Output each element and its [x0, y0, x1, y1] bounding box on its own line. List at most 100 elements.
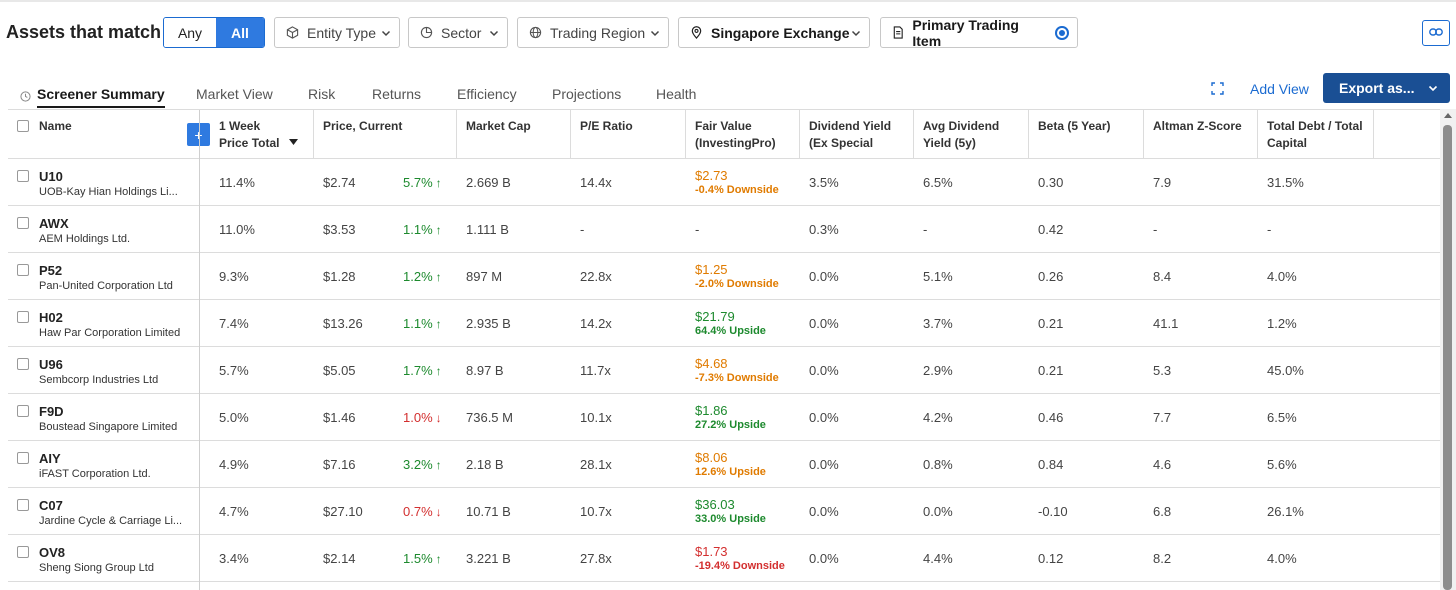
price-change: 1.1% ↑ — [403, 316, 442, 331]
export-button[interactable]: Export as... — [1323, 73, 1450, 103]
tab-returns[interactable]: Returns — [372, 86, 422, 102]
table-row[interactable]: AWX AEM Holdings Ltd. 11.0% $3.53 1.1% ↑ … — [8, 206, 1440, 253]
ticker-symbol[interactable]: AWX — [39, 216, 69, 231]
price-current: $3.53 — [323, 222, 356, 237]
table-row[interactable]: F9D Boustead Singapore Limited 5.0% $1.4… — [8, 394, 1440, 441]
arrow-down-icon: ↓ — [435, 505, 442, 519]
beta: -0.10 — [1038, 504, 1068, 519]
col-price-header[interactable]: Price, Current — [323, 119, 403, 133]
ticker-symbol[interactable]: F9D — [39, 404, 64, 419]
fair-value-note: -2.0% Downside — [695, 278, 779, 290]
row-checkbox[interactable] — [17, 311, 29, 323]
col-divider — [1257, 110, 1258, 159]
dividend-yield: 0.0% — [809, 410, 839, 425]
view-tabs: Screener Summary Market View Risk Return… — [0, 80, 1456, 110]
add-view-link[interactable]: Add View — [1250, 81, 1309, 97]
map-pin-icon — [689, 26, 703, 40]
market-cap: 2.669 B — [466, 175, 511, 190]
ticker-symbol[interactable]: AIY — [39, 451, 61, 466]
add-column-button[interactable]: + — [187, 123, 210, 146]
pe-ratio: 22.8x — [580, 269, 612, 284]
col-divider — [570, 110, 571, 159]
company-name: iFAST Corporation Ltd. — [39, 468, 151, 480]
fair-value: $21.79 — [695, 309, 735, 324]
row-checkbox[interactable] — [17, 358, 29, 370]
table-row[interactable]: H02 Haw Par Corporation Limited 7.4% $13… — [8, 300, 1440, 347]
table-row[interactable]: OV8 Sheng Siong Group Ltd 3.4% $2.14 1.5… — [8, 535, 1440, 582]
altman-z-score: 41.1 — [1153, 316, 1179, 331]
entity-type-dropdown[interactable]: Entity Type — [274, 17, 400, 48]
total-debt-capital: 6.5% — [1267, 410, 1297, 425]
avg-dividend-yield: 2.9% — [923, 363, 953, 378]
week-return: 4.9% — [219, 457, 249, 472]
row-checkbox[interactable] — [17, 264, 29, 276]
altman-z-score: 8.2 — [1153, 551, 1172, 566]
beta: 0.26 — [1038, 269, 1064, 284]
beta: 0.30 — [1038, 175, 1064, 190]
primary-trading-item-toggle[interactable]: Primary Trading Item — [880, 17, 1078, 49]
scroll-up-arrow[interactable] — [1444, 113, 1452, 118]
tab-market-view[interactable]: Market View — [196, 86, 273, 102]
sector-dropdown[interactable]: Sector — [408, 17, 508, 48]
all-button[interactable]: All — [216, 18, 264, 47]
tab-risk[interactable]: Risk — [308, 86, 336, 102]
col-mcap-header[interactable]: Market Cap — [466, 119, 531, 133]
table-row[interactable]: U96 Sembcorp Industries Ltd 5.7% $5.05 1… — [8, 347, 1440, 394]
company-name: Jardine Cycle & Carriage Li... — [39, 515, 183, 527]
col-divider — [313, 110, 314, 159]
col-divider — [1373, 110, 1374, 159]
market-cap: 1.111 B — [466, 222, 509, 237]
col-dividend-yield-header[interactable]: Dividend Yield (Ex Special — [809, 119, 892, 150]
total-debt-capital: 45.0% — [1267, 363, 1304, 378]
avg-dividend-yield: - — [923, 222, 928, 237]
vertical-scrollbar[interactable] — [1440, 109, 1456, 590]
col-1week-header[interactable]: 1 Week Price Total — [219, 119, 280, 150]
col-pe-header[interactable]: P/E Ratio — [580, 119, 633, 133]
expand-icon[interactable] — [1211, 82, 1224, 95]
table-row[interactable]: P52 Pan-United Corporation Ltd 9.3% $1.2… — [8, 253, 1440, 300]
tab-efficiency[interactable]: Efficiency — [457, 86, 517, 102]
col-avg-dividend-header[interactable]: Avg Dividend Yield (5y) — [923, 119, 1000, 150]
ticker-symbol[interactable]: U10 — [39, 169, 63, 184]
col-total-debt-header[interactable]: Total Debt / Total Capital — [1267, 119, 1363, 150]
sort-desc-icon[interactable] — [289, 132, 298, 145]
arrow-up-icon: ↑ — [435, 223, 442, 237]
tab-screener-summary[interactable]: Screener Summary — [37, 86, 165, 108]
col-name-header[interactable]: Name — [39, 119, 72, 133]
select-all-checkbox[interactable] — [17, 120, 29, 132]
row-checkbox[interactable] — [17, 405, 29, 417]
trading-region-dropdown[interactable]: Trading Region — [517, 17, 669, 48]
price-change: 0.7% ↓ — [403, 504, 442, 519]
total-debt-capital: 4.0% — [1267, 269, 1297, 284]
col-beta-header[interactable]: Beta (5 Year) — [1038, 119, 1111, 133]
table-row[interactable]: C07 Jardine Cycle & Carriage Li... 4.7% … — [8, 488, 1440, 535]
any-button[interactable]: Any — [164, 18, 216, 47]
assets-match-title: Assets that match — [6, 22, 162, 42]
ticker-symbol[interactable]: P52 — [39, 263, 63, 278]
company-name: Haw Par Corporation Limited — [39, 327, 181, 339]
exchange-dropdown[interactable]: Singapore Exchange — [678, 17, 870, 48]
scroll-thumb[interactable] — [1443, 125, 1452, 590]
row-checkbox[interactable] — [17, 217, 29, 229]
ticker-symbol[interactable]: OV8 — [39, 545, 66, 560]
col-altman-header[interactable]: Altman Z-Score — [1153, 119, 1242, 133]
ticker-symbol[interactable]: C07 — [39, 498, 63, 513]
ticker-symbol[interactable]: U96 — [39, 357, 63, 372]
fair-value-note: 64.4% Upside — [695, 325, 766, 337]
row-checkbox[interactable] — [17, 546, 29, 558]
fair-value: $8.06 — [695, 450, 728, 465]
row-checkbox[interactable] — [17, 452, 29, 464]
table-row[interactable]: AIY iFAST Corporation Ltd. 4.9% $7.16 3.… — [8, 441, 1440, 488]
total-debt-capital: 4.0% — [1267, 551, 1297, 566]
row-checkbox[interactable] — [17, 499, 29, 511]
row-checkbox[interactable] — [17, 170, 29, 182]
ticker-symbol[interactable]: H02 — [39, 310, 63, 325]
beta: 0.12 — [1038, 551, 1064, 566]
price-current: $27.10 — [323, 504, 363, 519]
tab-health[interactable]: Health — [656, 86, 697, 102]
copy-link-button[interactable] — [1422, 20, 1450, 46]
globe-icon — [528, 26, 542, 40]
tab-projections[interactable]: Projections — [552, 86, 622, 102]
col-fair-value-header[interactable]: Fair Value (InvestingPro) — [695, 119, 776, 150]
table-row[interactable]: U10 UOB-Kay Hian Holdings Li... 11.4% $2… — [8, 159, 1440, 206]
